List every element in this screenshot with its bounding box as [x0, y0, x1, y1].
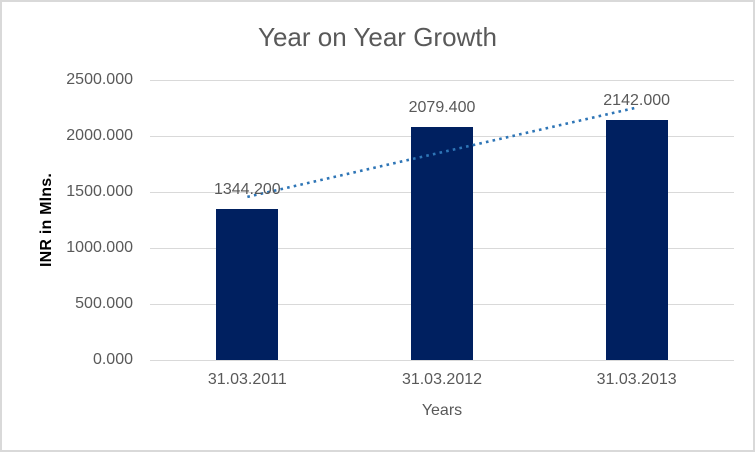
y-tick-label: 2500.000	[66, 71, 133, 88]
y-tick-label: 2000.000	[66, 127, 133, 144]
y-tick-label: 500.000	[75, 295, 133, 312]
bar-31.03.2013	[605, 120, 668, 360]
x-axis-title: Years	[421, 402, 463, 419]
bar-value-label: 2142.000	[603, 92, 671, 110]
y-tick-label: 0.000	[92, 351, 133, 368]
y-tick-label: 1000.000	[66, 239, 133, 256]
x-tick-label: 31.03.2013	[596, 371, 677, 388]
bar-value-label: 2079.400	[408, 99, 476, 117]
bar-31.03.2012	[411, 127, 473, 360]
bar-31.03.2011	[216, 209, 279, 360]
bar-value-label: 1344.200	[213, 181, 281, 199]
chart-title: Year on Year Growth	[258, 22, 497, 52]
gridline	[150, 79, 734, 81]
x-tick-label: 31.03.2011	[207, 371, 287, 388]
y-tick-label: 1500.000	[66, 183, 133, 200]
x-tick-label: 31.03.2012	[401, 371, 483, 388]
gridline	[150, 359, 734, 361]
